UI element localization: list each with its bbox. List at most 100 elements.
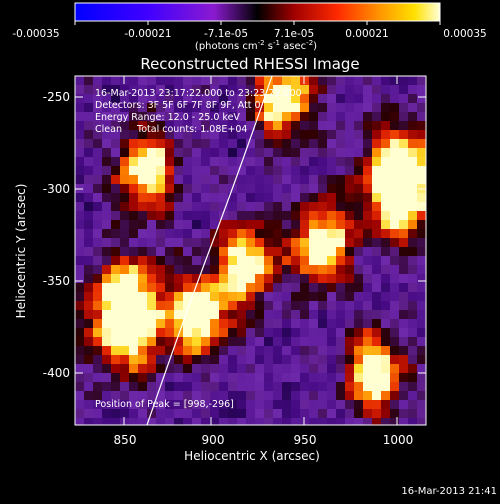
- heatmap-cell: [372, 328, 382, 338]
- heatmap-cell: [84, 229, 94, 239]
- heatmap-cell: [75, 220, 85, 230]
- heatmap-cell: [138, 391, 148, 401]
- heatmap-cell: [345, 166, 355, 176]
- heatmap-cell: [399, 283, 409, 293]
- heatmap-cell: [300, 319, 310, 329]
- heatmap-cell: [318, 148, 328, 158]
- heatmap-cell: [219, 409, 229, 419]
- heatmap-cell: [363, 148, 373, 158]
- heatmap-cell: [327, 418, 337, 425]
- heatmap-cell: [93, 301, 103, 311]
- heatmap-cell: [273, 400, 283, 410]
- heatmap-cell: [138, 310, 148, 320]
- heatmap-cell: [345, 202, 355, 212]
- heatmap-cell: [246, 364, 256, 374]
- heatmap-cell: [300, 328, 310, 338]
- heatmap-cell: [264, 94, 274, 104]
- heatmap-cell: [246, 274, 256, 284]
- heatmap-cell: [327, 409, 337, 419]
- heatmap-cell: [138, 328, 148, 338]
- heatmap-cell: [75, 193, 85, 203]
- heatmap-cell: [417, 76, 426, 86]
- heatmap-cell: [246, 220, 256, 230]
- heatmap-cell: [264, 166, 274, 176]
- heatmap-cell: [309, 229, 319, 239]
- heatmap-cell: [138, 373, 148, 383]
- heatmap-cell: [318, 364, 328, 374]
- heatmap-cell: [399, 130, 409, 140]
- heatmap-cell: [111, 310, 121, 320]
- heatmap-cell: [363, 220, 373, 230]
- heatmap-cell: [183, 418, 193, 425]
- heatmap-cell: [372, 364, 382, 374]
- heatmap-cell: [120, 103, 130, 113]
- heatmap-cell: [336, 292, 346, 302]
- heatmap-cell: [165, 139, 175, 149]
- heatmap-cell: [147, 247, 157, 257]
- heatmap-cell: [390, 247, 400, 257]
- heatmap-cell: [408, 328, 418, 338]
- heatmap-cell: [138, 157, 148, 167]
- heatmap-cell: [273, 283, 283, 293]
- heatmap-cell: [354, 328, 364, 338]
- heatmap-cell: [417, 103, 426, 113]
- heatmap-cell: [228, 391, 238, 401]
- heatmap-cell: [192, 76, 202, 86]
- heatmap-cell: [273, 355, 283, 365]
- heatmap-cell: [381, 148, 391, 158]
- heatmap-cell: [273, 121, 283, 131]
- heatmap-cell: [408, 76, 418, 86]
- heatmap-cell: [102, 193, 112, 203]
- heatmap-cell: [390, 346, 400, 356]
- heatmap-cell: [309, 265, 319, 275]
- heatmap-cell: [183, 382, 193, 392]
- heatmap-cell: [75, 328, 85, 338]
- heatmap-cell: [129, 247, 139, 257]
- heatmap-cell: [174, 256, 184, 266]
- heatmap-cell: [336, 85, 346, 95]
- heatmap-cell: [138, 184, 148, 194]
- axis-ticks: [75, 76, 426, 425]
- heatmap-cell: [273, 157, 283, 167]
- heatmap-cell: [264, 130, 274, 140]
- heatmap-cell: [363, 184, 373, 194]
- heatmap-cell: [174, 382, 184, 392]
- heatmap-cell: [111, 337, 121, 347]
- heatmap-cell: [381, 283, 391, 293]
- heatmap-cell: [300, 130, 310, 140]
- heatmap-cell: [111, 274, 121, 284]
- heatmap-cell: [246, 85, 256, 95]
- heatmap-cell: [309, 400, 319, 410]
- heatmap-cell: [174, 418, 184, 425]
- heatmap-cell: [138, 103, 148, 113]
- heatmap-cell: [210, 382, 220, 392]
- heatmap-cell: [93, 148, 103, 158]
- heatmap-cell: [327, 193, 337, 203]
- heatmap-cell: [381, 112, 391, 122]
- heatmap-cell: [210, 166, 220, 176]
- heatmap-cell: [165, 112, 175, 122]
- heatmap-cell: [183, 220, 193, 230]
- heatmap-cell: [120, 418, 130, 425]
- heatmap-cell: [282, 157, 292, 167]
- heatmap-cell: [273, 220, 283, 230]
- heatmap-cell: [327, 301, 337, 311]
- heatmap-cell: [93, 265, 103, 275]
- heatmap-cell: [219, 301, 229, 311]
- heatmap-cell: [120, 139, 130, 149]
- heatmap-cell: [165, 121, 175, 131]
- heatmap-cell: [174, 409, 184, 419]
- heatmap-cell: [93, 85, 103, 95]
- heatmap-cell: [327, 202, 337, 212]
- heatmap-cell: [183, 400, 193, 410]
- heatmap-cell: [183, 139, 193, 149]
- heatmap-cell: [228, 130, 238, 140]
- heatmap-cell: [336, 391, 346, 401]
- y-axis-label: Heliocentric Y (arcsec): [14, 184, 28, 319]
- heatmap-cell: [300, 346, 310, 356]
- heatmap-cell: [300, 337, 310, 347]
- heatmap-cell: [399, 328, 409, 338]
- heatmap-cell: [138, 148, 148, 158]
- heatmap-cell: [174, 346, 184, 356]
- heatmap-cell: [273, 373, 283, 383]
